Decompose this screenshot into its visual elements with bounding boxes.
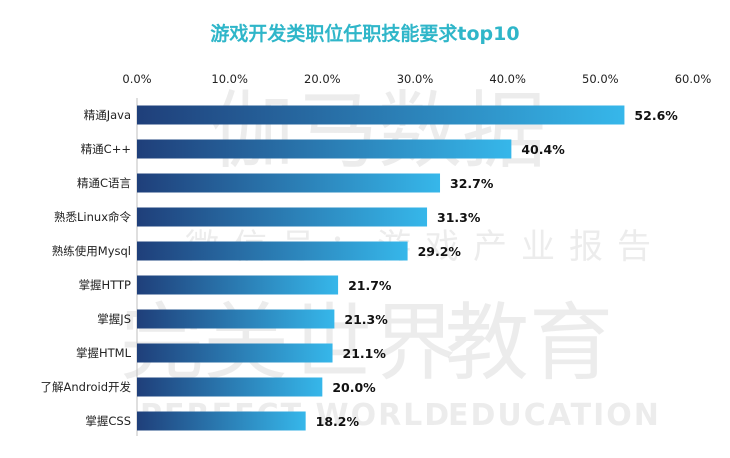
bar (137, 173, 441, 193)
bar (137, 139, 512, 159)
category-label: 掌握CSS (85, 414, 131, 428)
category-label: 精通Java (84, 108, 131, 122)
bar-value-label: 40.4% (521, 142, 565, 157)
watermark-education-en: EDUCATION (448, 398, 661, 433)
category-label: 精通C语言 (77, 176, 131, 190)
category-label: 掌握HTTP (79, 278, 131, 292)
bar-series: 52.6% 40.4% 32.7% 31.3% 29.2% 21.7% 21.3% 21.1%… (137, 105, 678, 431)
x-tick-label: 50.0% (582, 72, 619, 86)
bar (137, 105, 625, 125)
category-label: 熟练使用Mysql (52, 244, 131, 258)
x-tick-label: 10.0% (211, 72, 248, 86)
x-tick-label: 0.0% (122, 72, 151, 86)
bar-value-label: 52.6% (634, 108, 678, 123)
bar-value-label: 29.2% (418, 244, 462, 259)
x-tick-label: 60.0% (675, 72, 712, 86)
x-axis: 0.0% 10.0% 20.0% 30.0% 40.0% 50.0% 60.0% (122, 72, 711, 86)
bar (137, 309, 335, 329)
bar (137, 343, 333, 363)
bar-value-label: 21.3% (344, 312, 388, 327)
bar-value-label: 21.1% (343, 346, 387, 361)
x-tick-label: 40.0% (489, 72, 526, 86)
x-tick-label: 20.0% (304, 72, 341, 86)
bar (137, 241, 408, 261)
x-tick-label: 30.0% (397, 72, 434, 86)
category-label: 掌握HTML (76, 346, 132, 360)
bar (137, 207, 428, 227)
category-label: 掌握JS (97, 312, 131, 326)
watermark-education-cn: 教育 (445, 294, 613, 392)
category-label: 熟悉Linux命令 (54, 210, 131, 224)
chart-title: 游戏开发类职位任职技能要求top10 (210, 22, 519, 45)
bar-value-label: 32.7% (450, 176, 494, 191)
category-label: 精通C++ (81, 142, 131, 156)
category-label: 了解Android开发 (41, 380, 132, 394)
bar-value-label: 18.2% (316, 414, 360, 429)
bar-value-label: 21.7% (348, 278, 392, 293)
bar-value-label: 20.0% (332, 380, 376, 395)
watermark-gamma-data: 伽马数据 (210, 82, 546, 180)
watermark-perfect-world-cn: 完美世界 (120, 294, 456, 392)
bar (137, 275, 339, 295)
bar-value-label: 31.3% (437, 210, 481, 225)
bar (137, 411, 306, 431)
bar (137, 377, 323, 397)
